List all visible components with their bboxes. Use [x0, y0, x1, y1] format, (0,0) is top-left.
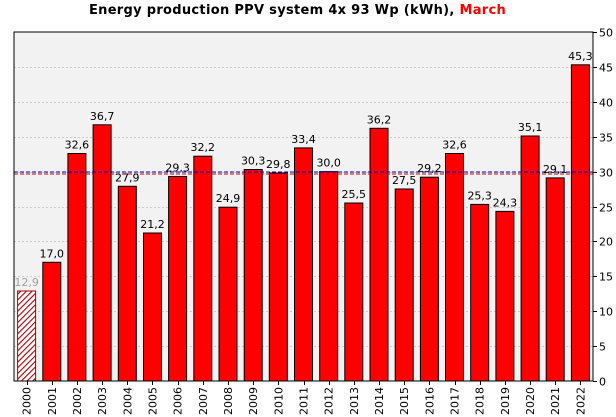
- plot-border: [13, 31, 594, 382]
- x-tick-label: 2016: [423, 387, 436, 415]
- data-label: 45,3: [568, 50, 593, 63]
- data-label: 30,0: [316, 157, 341, 170]
- x-tick-label: 2009: [247, 387, 260, 415]
- data-label: 27,5: [392, 174, 417, 187]
- x-tick-label: 2003: [96, 387, 109, 415]
- x-tick-label: 2018: [474, 387, 487, 415]
- data-label: 32,6: [65, 139, 90, 152]
- chart-title-text: Energy production PPV system 4x 93 Wp (k…: [88, 3, 455, 18]
- data-label: 27,9: [115, 171, 140, 184]
- data-label: 33,4: [291, 133, 316, 146]
- x-tick-label: 2010: [272, 387, 285, 415]
- bar: [369, 127, 389, 382]
- data-label: 29,1: [543, 163, 568, 176]
- bar: [168, 176, 188, 382]
- y-tick-label: 45: [599, 62, 613, 75]
- x-tick-label: 2022: [574, 387, 587, 415]
- data-label: 30,3: [241, 155, 266, 168]
- y-tick-label: 10: [599, 306, 613, 319]
- x-tick-label: 2015: [398, 387, 411, 415]
- x-tick-label: 2020: [524, 387, 537, 415]
- y-tick-label: 20: [599, 236, 613, 249]
- bars: [17, 64, 590, 382]
- data-label: 24,3: [493, 196, 518, 209]
- data-label: 35,1: [518, 121, 543, 134]
- y-tick-label: 0: [599, 376, 606, 389]
- x-tick-label: 2001: [46, 387, 59, 415]
- x-tick-label: 2006: [172, 387, 185, 415]
- bar: [419, 176, 439, 382]
- x-tick-label: 2008: [222, 387, 235, 415]
- y-tick-label: 40: [599, 97, 613, 110]
- chart-title: Energy production PPV system 4x 93 Wp (k…: [0, 3, 595, 18]
- bar: [42, 261, 62, 382]
- y-tick-label: 25: [599, 202, 613, 215]
- x-tick-label: 2011: [298, 387, 311, 415]
- y-tick-label: 15: [599, 271, 613, 284]
- bar: [319, 171, 339, 382]
- average-lines: [14, 171, 593, 175]
- data-label: 29,2: [417, 162, 442, 175]
- data-label: 24,9: [216, 192, 241, 205]
- bar: [117, 185, 137, 382]
- data-label: 12,9: [14, 276, 39, 289]
- bar: [193, 155, 213, 382]
- x-tick-label: 2017: [449, 387, 462, 415]
- data-label: 32,2: [191, 141, 216, 154]
- bar: [243, 169, 263, 382]
- data-label: 21,2: [140, 218, 165, 231]
- x-tick-label: 2012: [323, 387, 336, 415]
- bar: [17, 290, 37, 382]
- x-axis-ticks: 2000 2001 2002 2003 2004 2005 2006 2007 2008 2009…: [21, 381, 587, 415]
- x-tick-label: 2002: [71, 387, 84, 415]
- bar: [520, 135, 540, 382]
- x-tick-label: 2019: [499, 387, 512, 415]
- bar: [67, 153, 87, 382]
- y-tick-label: 30: [599, 167, 613, 180]
- y-tick-label: 5: [599, 341, 606, 354]
- data-label: 32,6: [442, 139, 467, 152]
- bar: [294, 147, 313, 382]
- data-label: 29,3: [165, 162, 190, 175]
- x-tick-label: 2004: [121, 387, 134, 415]
- x-tick-label: 2000: [21, 387, 34, 415]
- bar: [445, 153, 464, 382]
- y-tick-label: 35: [599, 132, 613, 145]
- data-label: 25,3: [467, 189, 492, 202]
- x-tick-label: 2007: [197, 387, 210, 415]
- bar: [143, 232, 162, 382]
- bar: [545, 177, 565, 382]
- data-label: 17,0: [40, 247, 65, 260]
- x-tick-label: 2005: [147, 387, 160, 415]
- bar: [495, 210, 515, 382]
- bar: [394, 188, 414, 382]
- x-tick-label: 2021: [549, 387, 562, 415]
- bar: [218, 206, 238, 382]
- bar: [92, 124, 112, 382]
- bar: [268, 172, 288, 382]
- bar: [344, 202, 364, 382]
- data-label: 29,8: [266, 158, 291, 171]
- chart-title-month: March: [459, 3, 507, 18]
- data-labels: 12,9 17,0 32,6 36,7 27,9 21,2 29,332,2 24,9 30,3…: [14, 50, 592, 289]
- bar: [470, 203, 490, 382]
- x-tick-label: 2013: [348, 387, 361, 415]
- x-tick-label: 2014: [373, 387, 386, 415]
- data-label: 36,2: [367, 113, 392, 126]
- data-label: 25,5: [342, 188, 367, 201]
- y-tick-label: 50: [599, 27, 613, 40]
- bar: [570, 64, 590, 382]
- y-axis-ticks: 0 5 10 15 20 25 30 35 40 45 50: [593, 27, 613, 389]
- data-label: 36,7: [90, 110, 115, 123]
